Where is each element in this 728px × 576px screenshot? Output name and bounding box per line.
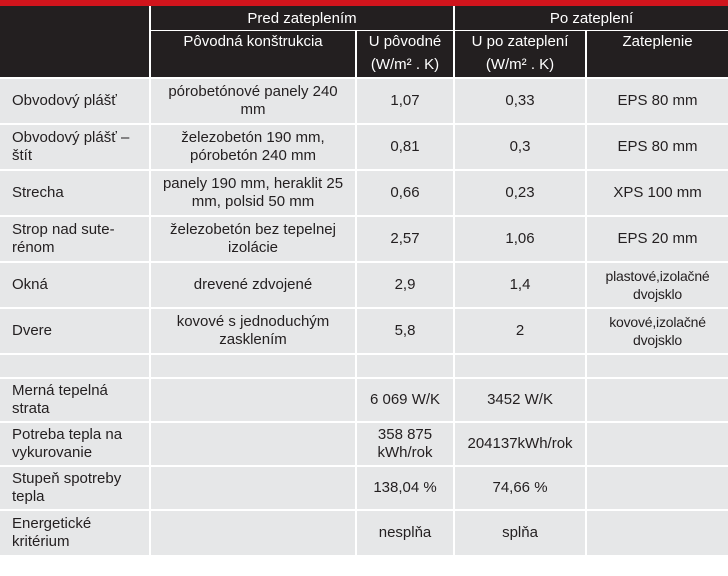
spacer-row [0, 353, 728, 378]
table-row: Strop nad sute-rénom železobetón bez tep… [0, 215, 728, 262]
row-construction: pórobetónové panely 240 mm [149, 77, 356, 124]
row-insulation: kovové,izolačné dvojsklo [585, 307, 728, 354]
row-u-after: 2 [453, 307, 587, 354]
row-insulation: plastové,izolačné dvojsklo [585, 261, 728, 308]
summary-empty [149, 377, 356, 422]
summary-empty [585, 509, 728, 555]
header-corner-3 [0, 52, 150, 78]
row-u-original: 0,81 [354, 123, 455, 170]
row-u-after: 0,33 [453, 77, 587, 124]
summary-row: Energetické kritérium nesplňa splňa [0, 509, 728, 555]
table-body: Obvodový plášť pórobetónové panely 240 m… [0, 77, 728, 555]
spacer-cell [354, 353, 455, 378]
accent-bar [0, 0, 728, 6]
header-corner [0, 6, 150, 31]
insulation-table: Pred zateplením Po zateplení Pôvodná kon… [0, 6, 728, 555]
row-u-original: 2,57 [354, 215, 455, 262]
header-unit-empty [149, 52, 356, 78]
header-u-original: U pôvodné [354, 30, 455, 52]
summary-row: Potreba tepla na vykurovanie 358 875 kWh… [0, 421, 728, 466]
summary-before: 6 069 W/K [354, 377, 455, 422]
summary-empty [149, 509, 356, 555]
header-unit-u-after: (W/m² . K) [453, 52, 587, 78]
row-u-original: 1,07 [354, 77, 455, 124]
summary-after: splňa [453, 509, 587, 555]
summary-label: Potreba tepla na vykurovanie [0, 421, 150, 466]
table-row: Dvere kovové s jednoduchým zasklením 5,8… [0, 307, 728, 354]
summary-row: Merná tepelná strata 6 069 W/K 3452 W/K [0, 377, 728, 422]
header-group-before: Pred zateplením [148, 6, 455, 31]
table-header: Pred zateplením Po zateplení Pôvodná kon… [0, 6, 728, 78]
row-u-after: 1,4 [453, 261, 587, 308]
spacer-cell [453, 353, 587, 378]
summary-after: 74,66 % [453, 465, 587, 510]
row-u-after: 0,23 [453, 169, 587, 216]
row-construction: železobetón bez tepelnej izolácie [149, 215, 356, 262]
table-row: Okná drevené zdvojené 2,9 1,4 plastové,i… [0, 261, 728, 308]
summary-empty [585, 465, 728, 510]
row-label: Strop nad sute-rénom [0, 215, 150, 262]
row-insulation: EPS 80 mm [585, 77, 728, 124]
summary-label: Stupeň spotreby tepla [0, 465, 150, 510]
row-insulation: EPS 80 mm [585, 123, 728, 170]
spacer-cell [585, 353, 728, 378]
row-construction: panely 190 mm, heraklit 25 mm, polsid 50… [149, 169, 356, 216]
summary-label: Merná tepelná strata [0, 377, 150, 422]
summary-row: Stupeň spotreby tepla 138,04 % 74,66 % [0, 465, 728, 510]
summary-empty [149, 465, 356, 510]
row-label: Obvodový plášť [0, 77, 150, 124]
row-label: Strecha [0, 169, 150, 216]
row-construction: drevené zdvojené [149, 261, 356, 308]
summary-label: Energetické kritérium [0, 509, 150, 555]
table-row: Obvodový plášť – štít železobetón 190 mm… [0, 123, 728, 170]
row-u-original: 5,8 [354, 307, 455, 354]
header-group-after: Po zateplení [453, 6, 728, 31]
header-unit-empty-2 [585, 52, 728, 78]
row-u-original: 0,66 [354, 169, 455, 216]
summary-empty [585, 421, 728, 466]
row-label: Obvodový plášť – štít [0, 123, 150, 170]
table-row: Strecha panely 190 mm, heraklit 25 mm, p… [0, 169, 728, 216]
row-insulation: XPS 100 mm [585, 169, 728, 216]
spacer-cell [0, 353, 150, 378]
summary-before: nesplňa [354, 509, 455, 555]
summary-empty [585, 377, 728, 422]
row-label: Dvere [0, 307, 150, 354]
header-u-after: U po zateplení [453, 30, 587, 52]
summary-before: 358 875 kWh/rok [354, 421, 455, 466]
row-u-original: 2,9 [354, 261, 455, 308]
row-insulation: EPS 20 mm [585, 215, 728, 262]
header-insulation: Zateplenie [585, 30, 728, 52]
summary-after: 3452 W/K [453, 377, 587, 422]
row-u-after: 1,06 [453, 215, 587, 262]
row-construction: železobetón 190 mm, pórobetón 240 mm [149, 123, 356, 170]
row-u-after: 0,3 [453, 123, 587, 170]
header-original-construction: Pôvodná konštrukcia [149, 30, 356, 52]
summary-before: 138,04 % [354, 465, 455, 510]
row-construction: kovové s jednoduchým zasklením [149, 307, 356, 354]
spacer-cell [149, 353, 356, 378]
table-row: Obvodový plášť pórobetónové panely 240 m… [0, 77, 728, 124]
row-label: Okná [0, 261, 150, 308]
summary-empty [149, 421, 356, 466]
header-unit-u-original: (W/m² . K) [354, 52, 455, 78]
header-corner-2 [0, 30, 150, 52]
summary-after: 204137kWh/rok [453, 421, 587, 466]
